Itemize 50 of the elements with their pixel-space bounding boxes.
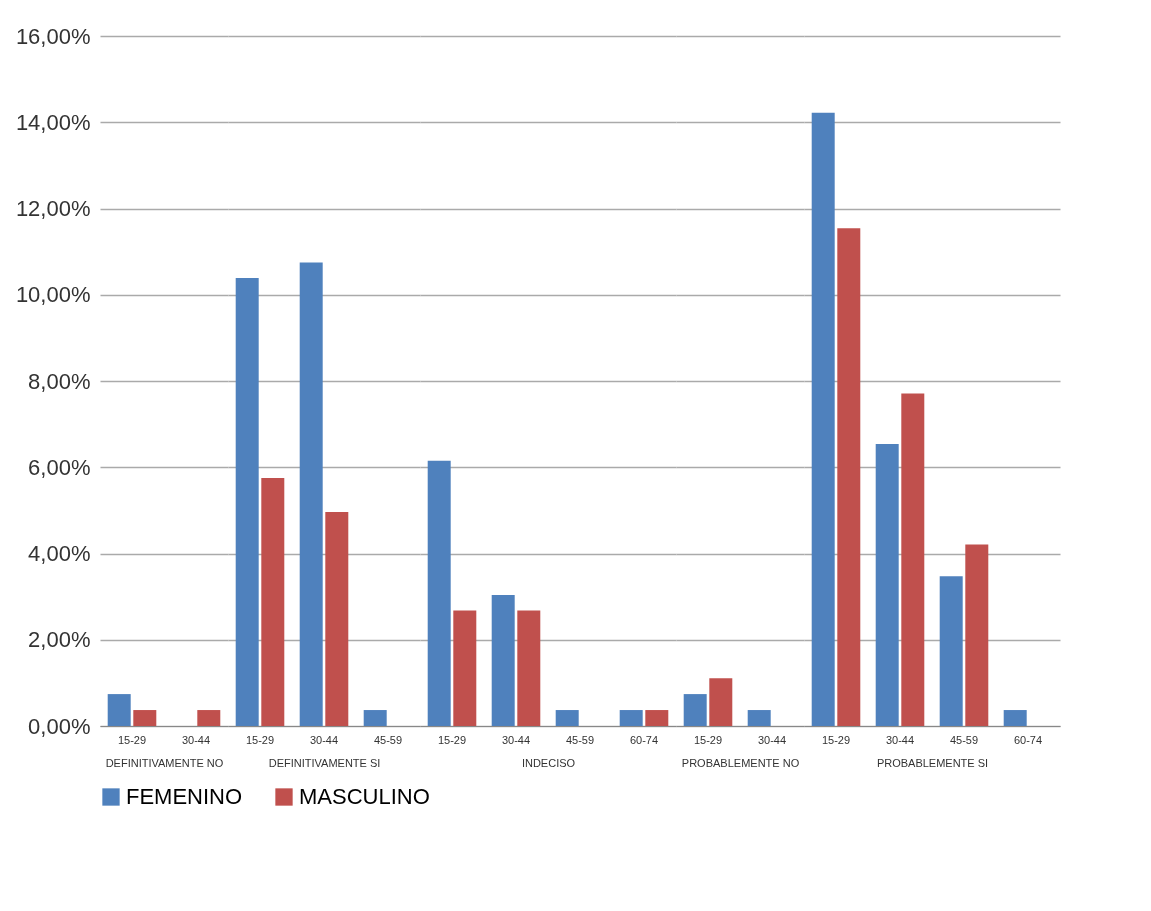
x-axis-title: PROBABLEMENTE NO xyxy=(681,756,800,769)
x-tick-label: 60-74 xyxy=(629,733,659,746)
y-tick-label: 8,00% xyxy=(28,368,91,394)
x-tick-label: 60-74 xyxy=(1013,733,1043,746)
bar xyxy=(453,610,477,726)
x-tick-label: 45-59 xyxy=(373,733,403,746)
x-tick-label: 45-59 xyxy=(949,733,979,746)
x-tick-label: 30-44 xyxy=(309,733,339,746)
x-axis-title: DEFINITIVAMENTE SI xyxy=(268,756,381,769)
y-tick-label: 6,00% xyxy=(28,454,91,480)
bar xyxy=(875,443,899,726)
x-axis-title: PROBABLEMENTE SI xyxy=(876,756,989,769)
y-tick-label: 14,00% xyxy=(15,109,91,135)
bar xyxy=(555,710,579,726)
bar xyxy=(491,594,515,726)
bar xyxy=(299,262,323,726)
bar xyxy=(901,393,925,726)
y-tick-label: 4,00% xyxy=(28,541,91,566)
x-tick-label: 30-44 xyxy=(181,733,211,746)
x-tick-label: 15-29 xyxy=(693,733,723,746)
x-axis-title: INDECISO xyxy=(521,756,576,769)
bar xyxy=(363,710,387,726)
x-axis-title: DEFINITIVAMENTE NO xyxy=(105,756,224,769)
x-tick-label: 15-29 xyxy=(437,733,467,746)
x-tick-label: 45-59 xyxy=(565,733,595,746)
legend-label: FEMENINO xyxy=(126,784,243,809)
x-tick-label: 15-29 xyxy=(245,733,275,746)
x-tick-label: 15-29 xyxy=(821,733,851,746)
y-tick-label: 2,00% xyxy=(28,627,91,653)
bar xyxy=(235,277,259,726)
bar xyxy=(619,710,643,726)
x-tick-label: 30-44 xyxy=(885,733,915,746)
bar xyxy=(517,610,541,726)
x-tick-label: 15-29 xyxy=(117,733,147,746)
y-tick-label: 12,00% xyxy=(15,196,91,221)
x-tick-label: 30-44 xyxy=(757,733,787,746)
bar xyxy=(837,228,861,726)
bar xyxy=(965,544,989,726)
y-tick-label: 16,00% xyxy=(15,23,91,49)
bar xyxy=(1003,710,1027,726)
y-tick-label: 0,00% xyxy=(28,713,91,739)
bar xyxy=(261,478,285,726)
bar xyxy=(811,112,835,726)
bar xyxy=(427,460,451,726)
bar xyxy=(325,512,349,726)
bar xyxy=(645,710,669,726)
x-tick-label: 30-44 xyxy=(501,733,531,746)
legend-label: MASCULINO xyxy=(299,784,430,809)
bar xyxy=(939,576,963,726)
y-tick-label: 10,00% xyxy=(15,282,91,308)
